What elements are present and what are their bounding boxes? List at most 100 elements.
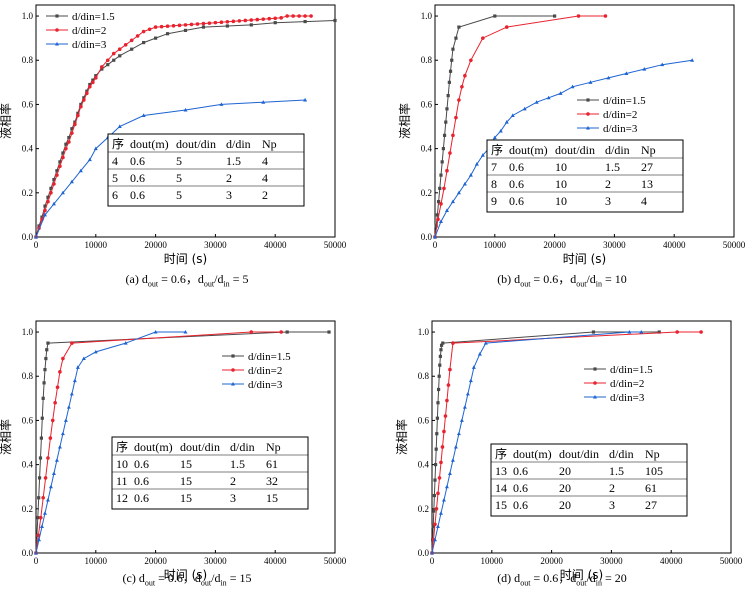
data-point [91,78,95,82]
legend: d/din=1.5 d/din=2 d/din=3 [584,364,653,404]
data-point [38,456,43,460]
x-tick-label: 20000 [543,240,566,250]
table-frame [107,133,305,207]
data-point [474,161,479,166]
data-point [327,330,331,334]
data-point [106,63,110,67]
legend-label: d/din=1.5 [248,351,291,363]
data-point [438,186,442,190]
table-cell: 1.5 [230,457,245,471]
data-point [436,491,440,496]
plot-frame [434,4,735,238]
caption-c: (c) dout = 0.6，dout/din = 15 [122,571,252,588]
table-frame [111,436,309,510]
data-point [434,507,439,511]
x-tick-label: 40000 [663,240,686,250]
legend-label: d/din=1.5 [610,364,653,376]
data-point [591,330,596,334]
data-point [438,354,442,358]
table-cell: 105 [645,464,663,478]
data-point [267,16,272,21]
y-tick-label: 0.0 [22,232,34,242]
legend-marker [55,41,59,46]
data-point [67,135,71,140]
chart-panel-b: 0 10000 20000 30000 40000 50000 0.0 0.2 0.4 0.6 0.… [375,0,749,295]
data-point [53,400,57,405]
table-cell: 20 [559,481,571,495]
table-cell: 3 [226,188,232,202]
table-cell: 3 [230,491,236,505]
y-tick-label: 0.6 [421,99,433,109]
series-line [434,15,555,238]
data-point [93,146,98,151]
table-header-cell: 序 [495,446,507,461]
data-point [66,405,71,409]
legend-label: d/din=3 [72,39,107,51]
data-point [279,16,283,20]
data-point [504,25,509,29]
x-tick-label: 50000 [720,556,743,566]
data-point [436,401,440,405]
data-point [468,378,473,383]
data-point [67,140,71,144]
table-cell: 3 [605,194,611,208]
data-point [39,524,44,528]
data-point [88,82,92,87]
table-header-cell: dout(m) [134,440,173,454]
data-point [93,349,98,354]
data-point [73,120,77,124]
data-point [446,93,450,98]
table-header-cell: d/din [226,137,251,151]
data-point [675,330,679,334]
data-point [63,418,68,422]
data-point [70,341,74,345]
data-point [43,476,48,480]
data-point [94,74,98,78]
y-tick-label: 1.0 [22,327,34,337]
data-point [117,124,122,129]
y-tick-label: 0.0 [421,232,433,242]
table-header-cell: d/din [605,143,630,157]
data-point [91,80,95,85]
data-point [183,107,188,112]
data-point [64,142,68,146]
data-point [55,173,59,177]
data-point [440,160,444,164]
data-point [37,476,42,480]
data-point [48,484,53,489]
table-cell: 61 [266,457,278,471]
series-line [434,15,606,238]
data-point [36,516,40,520]
table-cell: 2 [262,188,268,202]
legend-label: d/din=2 [248,365,282,377]
table-header-cell: dout/din [559,447,599,461]
data-point [444,120,448,124]
table-cell: 0.6 [130,188,145,202]
data-point [261,17,266,21]
data-point [459,418,464,422]
data-point [81,356,86,361]
chart-d: 0 10000 20000 30000 40000 50000 0.0 0.2 0.4 0.6 0.… [394,320,743,582]
x-tick-label: 0 [433,240,438,250]
data-point [445,398,449,403]
x-tick-label: 40000 [264,240,287,250]
data-point [436,217,440,222]
data-point [165,32,170,36]
x-tick-label: 30000 [204,556,227,566]
table-cell: 2 [609,481,615,495]
data-point [443,414,448,418]
data-point [285,330,289,334]
data-point [237,19,242,23]
param-table: 序 dout(m) dout/din d/din Np 13 0.6 20 1.5 105 14 0.… [490,443,688,517]
y-tick-label: 0.4 [22,460,34,470]
y-tick-label: 1.0 [418,327,430,337]
data-point [73,122,77,127]
table-header-cell: dout(m) [509,143,548,157]
data-point [141,113,146,117]
data-point [183,23,188,27]
data-point [43,368,47,372]
series-2 [430,330,703,555]
data-point [454,115,458,120]
data-point [154,36,158,40]
data-point [46,341,50,345]
